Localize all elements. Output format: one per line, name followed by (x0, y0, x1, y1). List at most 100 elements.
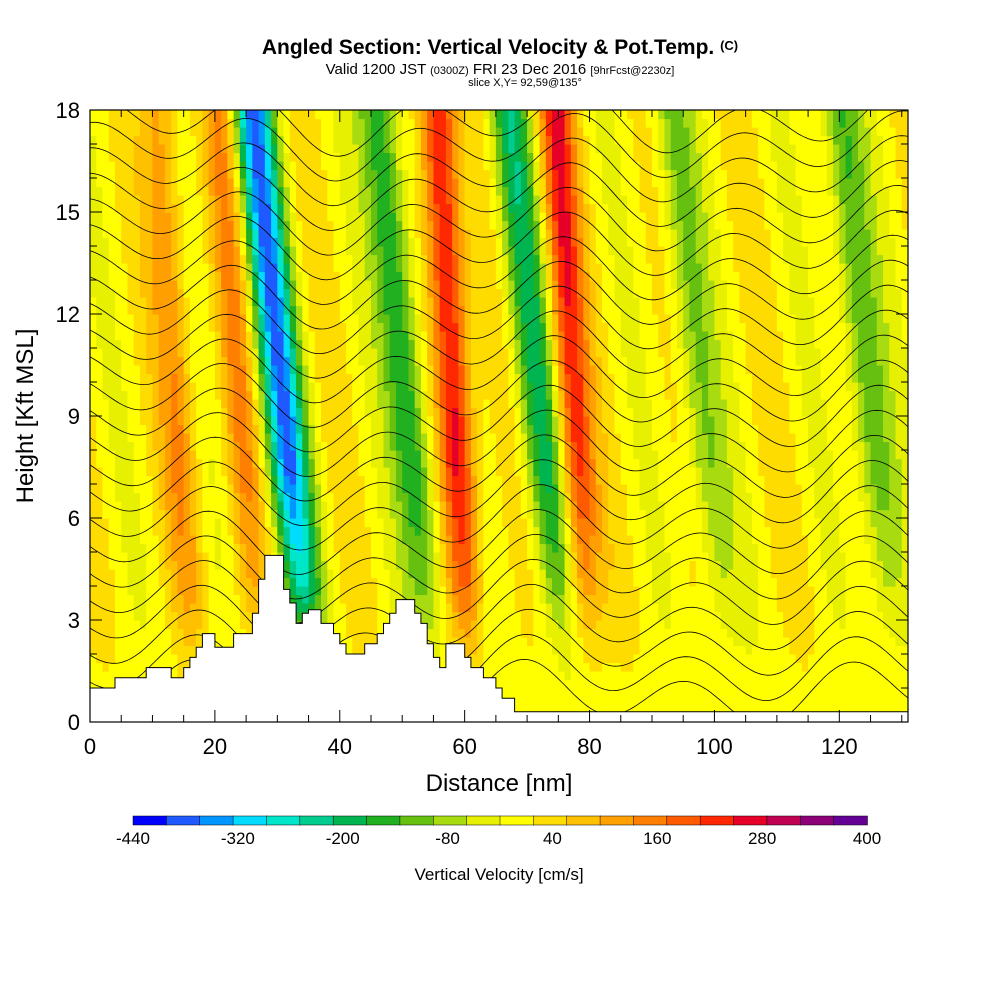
velocity-cell (233, 450, 241, 460)
velocity-cell (171, 424, 179, 434)
velocity-cell (202, 526, 210, 536)
velocity-cell (96, 458, 104, 468)
velocity-cell (121, 671, 129, 681)
velocity-cell (202, 518, 210, 528)
velocity-cell (252, 237, 260, 247)
velocity-cell (470, 450, 478, 460)
velocity-cell (520, 526, 528, 536)
velocity-cell (321, 127, 328, 137)
velocity-cell (171, 654, 179, 664)
velocity-cell (483, 135, 491, 145)
velocity-cell (445, 492, 453, 502)
velocity-cell (189, 603, 197, 613)
velocity-cell (427, 611, 435, 621)
velocity-cell (321, 110, 328, 120)
velocity-cell (477, 263, 484, 273)
velocity-cell (158, 399, 166, 409)
velocity-cell (383, 237, 391, 247)
velocity-cell (514, 705, 522, 715)
velocity-cell (302, 339, 310, 349)
velocity-cell (183, 518, 191, 528)
velocity-cell (339, 203, 347, 213)
velocity-cell (264, 433, 272, 443)
vertical-velocity-field (90, 110, 908, 722)
velocity-cell (370, 203, 378, 213)
velocity-cell (189, 518, 197, 528)
velocity-cell (508, 382, 516, 392)
velocity-cell (196, 169, 203, 179)
velocity-cell (177, 577, 185, 587)
velocity-cell (408, 416, 416, 426)
velocity-cell (364, 467, 372, 477)
velocity-cell (189, 144, 197, 154)
velocity-cell (495, 297, 503, 307)
velocity-cell (102, 144, 110, 154)
velocity-cell (102, 518, 110, 528)
velocity-cell (233, 322, 241, 332)
velocity-cell (202, 186, 210, 196)
velocity-cell (445, 118, 453, 128)
velocity-cell (108, 390, 116, 400)
velocity-cell (333, 518, 341, 528)
velocity-cell (214, 110, 222, 120)
velocity-cell (483, 373, 491, 383)
velocity-cell (196, 152, 203, 162)
velocity-cell (102, 339, 110, 349)
velocity-cell (114, 433, 122, 443)
velocity-cell (164, 271, 172, 281)
velocity-cell (283, 450, 291, 460)
velocity-cell (352, 348, 360, 358)
velocity-cell (221, 433, 228, 443)
velocity-cell (296, 135, 303, 145)
velocity-cell (152, 594, 160, 604)
velocity-cell (346, 390, 353, 400)
velocity-cell (177, 331, 185, 341)
velocity-cell (196, 407, 203, 417)
velocity-cell (464, 560, 472, 570)
velocity-cell (177, 288, 185, 298)
velocity-cell (433, 433, 441, 443)
velocity-cell (102, 254, 110, 264)
velocity-cell (383, 535, 391, 545)
velocity-cell (483, 458, 491, 468)
velocity-cell (470, 110, 478, 120)
velocity-cell (502, 373, 509, 383)
velocity-cell (445, 212, 453, 222)
velocity-cell (395, 161, 403, 171)
velocity-cell (146, 560, 154, 570)
velocity-cell (508, 331, 516, 341)
velocity-cell (114, 246, 122, 256)
velocity-cell (196, 594, 203, 604)
velocity-cell (171, 620, 179, 630)
velocity-cell (514, 144, 522, 154)
velocity-cell (483, 671, 491, 681)
velocity-cell (152, 365, 160, 375)
velocity-cell (314, 195, 322, 205)
velocity-cell (439, 450, 447, 460)
velocity-cell (146, 169, 154, 179)
velocity-cell (495, 331, 503, 341)
velocity-cell (252, 356, 260, 366)
velocity-cell (433, 620, 441, 630)
velocity-cell (477, 399, 484, 409)
velocity-cell (514, 203, 522, 213)
velocity-cell (520, 594, 528, 604)
velocity-cell (508, 492, 516, 502)
velocity-cell (445, 628, 453, 638)
velocity-cell (389, 280, 397, 290)
velocity-cell (90, 373, 97, 383)
velocity-cell (427, 220, 435, 230)
velocity-cell (139, 152, 147, 162)
velocity-cell (152, 178, 160, 188)
velocity-cell (395, 399, 403, 409)
velocity-cell (164, 560, 172, 570)
velocity-cell (152, 331, 160, 341)
velocity-cell (502, 271, 509, 281)
velocity-cell (483, 271, 491, 281)
velocity-cell (408, 373, 416, 383)
velocity-cell (214, 509, 222, 519)
velocity-cell (258, 280, 266, 290)
velocity-cell (139, 433, 147, 443)
velocity-cell (502, 118, 509, 128)
velocity-cell (339, 161, 347, 171)
